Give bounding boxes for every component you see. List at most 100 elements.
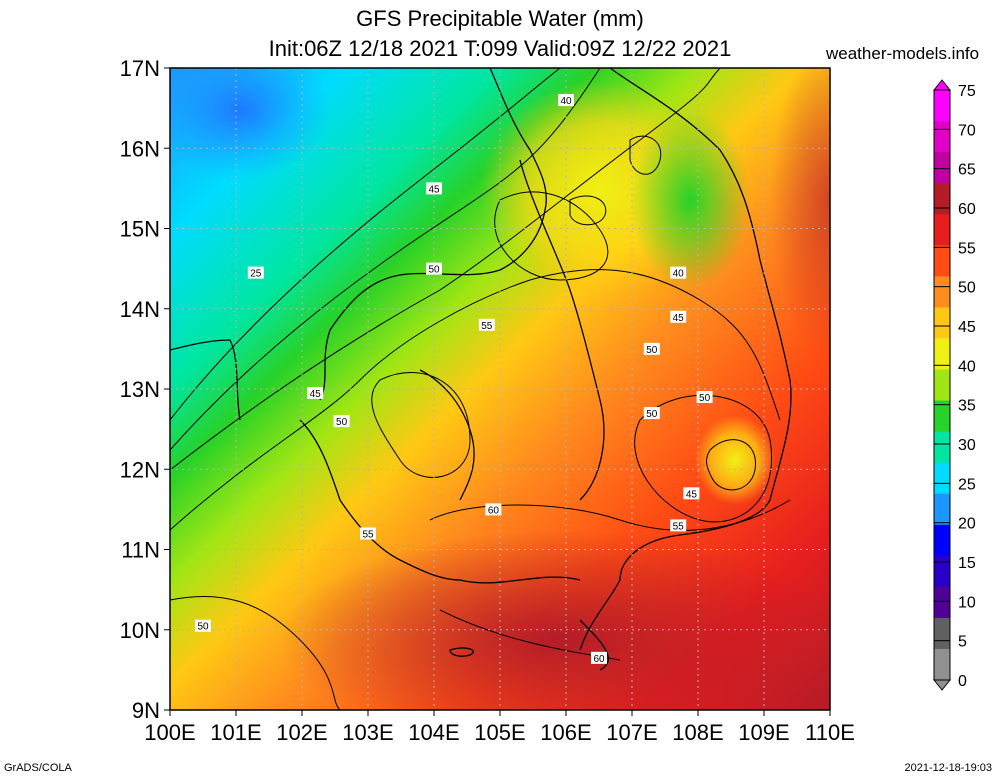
- colorbar-segment: [934, 90, 950, 122]
- site-label: weather-models.info: [826, 44, 980, 63]
- colorbar-segment: [934, 152, 950, 184]
- lake-outline: [419, 369, 475, 501]
- colorbar-segment: [934, 586, 950, 619]
- contour-label-bg: [683, 487, 700, 500]
- contour-line: [494, 191, 609, 281]
- colorbar-tick-label: 70: [958, 122, 976, 139]
- coastlines-borders: [170, 68, 792, 671]
- colorbar-tick-label: 25: [958, 476, 976, 493]
- contour-label: 45: [686, 489, 698, 500]
- contour-label-bg: [307, 387, 324, 400]
- contour-label: 60: [488, 505, 500, 516]
- colorbar-segment: [934, 369, 950, 402]
- colorbar-segment: [934, 431, 950, 464]
- delta-outline: [579, 619, 609, 671]
- coastline-south: [299, 419, 581, 584]
- lat-tick-label: 17N: [120, 56, 160, 81]
- lon-tick-label: 106E: [540, 720, 591, 745]
- contour-line: [629, 135, 662, 175]
- contour-label: 40: [673, 269, 685, 280]
- colorbar-tick-label: 35: [958, 398, 976, 415]
- pw-low-region: [170, 68, 330, 180]
- lat-tick-label: 16N: [120, 136, 160, 161]
- island-outline: [449, 647, 474, 657]
- lat-tick-label: 13N: [120, 377, 160, 402]
- colorbar-tick-label: 15: [958, 555, 976, 572]
- contour-label: 55: [673, 521, 685, 532]
- colorbar-segment: [934, 245, 950, 277]
- contour-label: 25: [250, 269, 262, 280]
- colorbar-segment: [934, 555, 950, 588]
- chart-subtitle: Init:06Z 12/18 2021 T:099 Valid:09Z 12/2…: [268, 36, 732, 61]
- coastline-east: [579, 68, 792, 651]
- lat-tick-label: 14N: [120, 297, 160, 322]
- lat-tick-label: 15N: [120, 217, 160, 242]
- contour-label-bg: [426, 262, 442, 275]
- colorbar-tick-label: 20: [958, 516, 976, 533]
- lon-tick-label: 103E: [342, 720, 393, 745]
- lat-tick-label: 9N: [132, 698, 160, 723]
- colorbar-segment: [934, 276, 950, 308]
- lat-tick-label: 12N: [120, 457, 160, 482]
- contour-label: 50: [336, 417, 348, 428]
- contour-label-bg: [333, 415, 350, 428]
- lon-tick-label: 101E: [210, 720, 261, 745]
- contour-line: [371, 372, 471, 478]
- contour-label-bg: [670, 519, 687, 532]
- contour-label: 50: [699, 393, 711, 404]
- pw-high-region: [280, 530, 830, 710]
- latitude-axis: 17N 16N 15N 14N 13N 12N 11N 10N 9N: [120, 56, 170, 723]
- contour-label-bg: [591, 651, 607, 664]
- contour-label: 50: [197, 622, 209, 633]
- colorbar-segment: [934, 307, 950, 339]
- contour-label: 40: [560, 96, 572, 107]
- pw-high-region-east: [770, 68, 830, 360]
- contour-label-bg: [670, 266, 687, 279]
- contour-lines: [170, 68, 791, 710]
- lon-tick-label: 107E: [606, 720, 657, 745]
- contour-label: 50: [646, 345, 658, 356]
- colorbar-tick-label: 55: [958, 240, 976, 257]
- colorbar-tick-label: 45: [958, 319, 976, 336]
- contour-label: 50: [646, 409, 658, 420]
- contour-line: [170, 68, 561, 421]
- contour-line: [170, 68, 721, 471]
- colorbar-segment: [934, 400, 950, 433]
- contour-line: [569, 195, 607, 226]
- colorbar-segment: [934, 462, 950, 495]
- lon-tick-label: 104E: [408, 720, 459, 745]
- contour-label-bg: [643, 342, 660, 355]
- lat-tick-label: 10N: [120, 618, 160, 643]
- colorbar-tick-label: 5: [958, 634, 967, 651]
- colorbar-segment: [934, 617, 950, 650]
- pw-moist-region-east: [630, 110, 750, 290]
- chart-title: GFS Precipitable Water (mm): [356, 6, 644, 31]
- colorbar-segment: [934, 183, 950, 215]
- border-line-inner: [519, 159, 605, 501]
- contour-label: 50: [428, 265, 440, 276]
- colorbar-segment: [934, 493, 950, 526]
- lon-tick-label: 110E: [805, 720, 855, 745]
- colorbar-tick-label: 40: [958, 358, 976, 375]
- contour-label: 55: [481, 321, 493, 332]
- contour-label: 60: [593, 654, 605, 665]
- contour-line: [170, 595, 341, 710]
- border-line: [319, 68, 547, 401]
- contour-label-bg: [478, 318, 495, 331]
- lon-tick-label: 108E: [672, 720, 723, 745]
- longitude-axis: 100E 101E 102E 103E 104E 105E 106E 107E 108E 109E…: [144, 710, 855, 745]
- colorbar-tick-label: 10: [958, 594, 976, 611]
- contour-label-bg: [485, 503, 502, 516]
- contour-label-bg: [360, 527, 376, 540]
- contour-label: 45: [310, 389, 322, 400]
- colorbar-tick-label: 65: [958, 162, 976, 179]
- contour-label: 45: [673, 313, 685, 324]
- colorbar-tick-label: 50: [958, 280, 976, 297]
- colorbar-segment: [934, 648, 950, 681]
- colorbar-segment: [934, 524, 950, 557]
- contour-label-bg: [696, 391, 713, 404]
- border-line-west: [170, 339, 241, 421]
- contour-label-bg: [670, 310, 687, 323]
- contour-label-bg: [426, 182, 442, 195]
